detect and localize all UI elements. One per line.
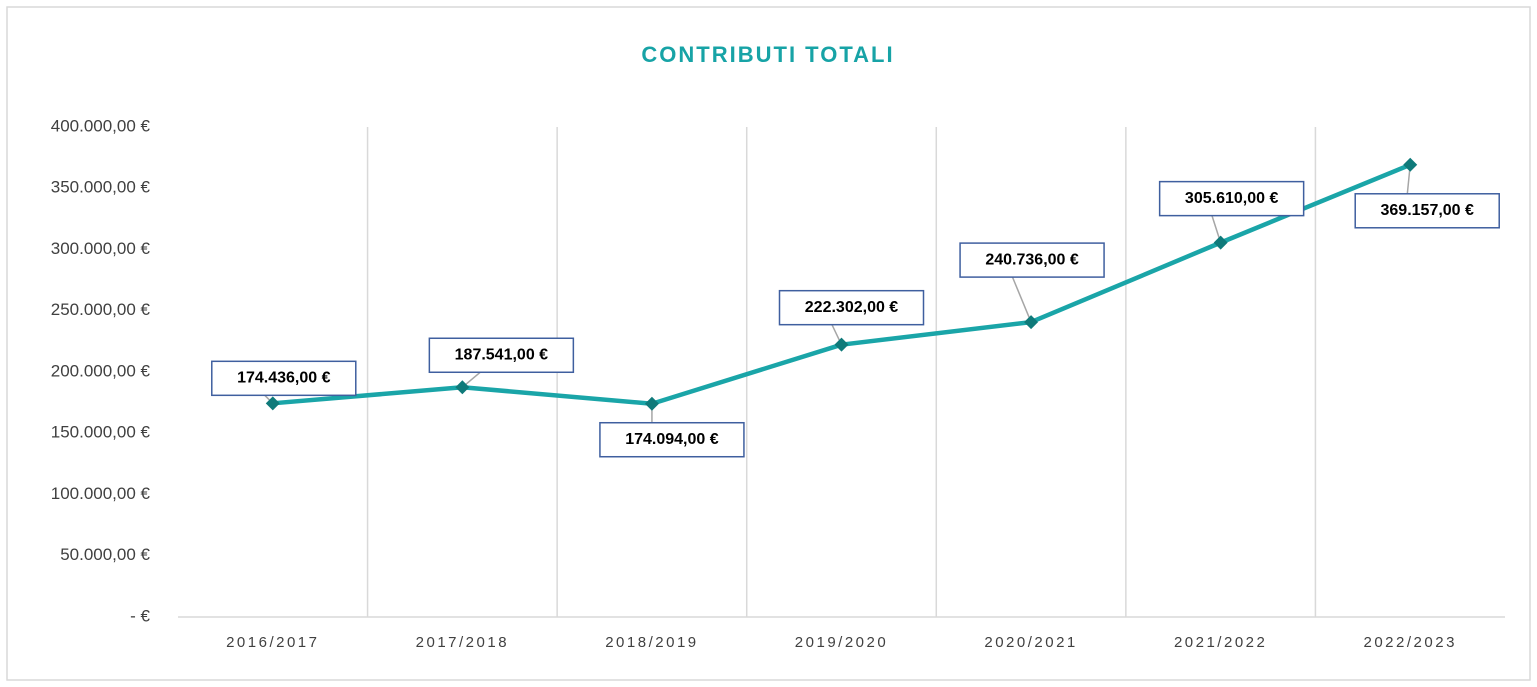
x-tick-label: 2022/2023 [1364, 634, 1457, 651]
y-tick-label: 200.000,00 € [51, 361, 151, 380]
x-tick-label: 2019/2020 [795, 634, 888, 651]
label-box [428, 337, 575, 374]
label-box [1158, 180, 1305, 217]
data-label: 305.610,00 € [1185, 190, 1279, 207]
chart-title: CONTRIBUTI TOTALI [641, 42, 894, 67]
leader-line [1011, 275, 1032, 323]
y-tick-label: 350.000,00 € [51, 178, 151, 197]
marker [265, 396, 280, 411]
x-tick-label: 2020/2021 [984, 634, 1077, 651]
marker [834, 337, 849, 352]
label-box [599, 421, 745, 458]
marker [644, 396, 659, 411]
data-label: 174.436,00 € [237, 370, 331, 387]
data-label: 187.541,00 € [455, 346, 549, 363]
y-tick-label: 50.000,00 € [60, 545, 150, 564]
y-tick-label: 300.000,00 € [51, 239, 151, 258]
chart-border [6, 6, 1531, 681]
y-tick-label: 250.000,00 € [51, 300, 151, 319]
data-label: 222.302,00 € [805, 299, 899, 316]
marker [1213, 235, 1228, 250]
marker [1403, 157, 1418, 172]
marker [1024, 315, 1039, 330]
x-tick-label: 2017/2018 [416, 634, 509, 651]
data-label: 174.094,00 € [625, 431, 719, 448]
y-tick-label: 400.000,00 € [51, 116, 151, 135]
y-tick-label: - € [130, 606, 150, 625]
data-label: 369.157,00 € [1381, 202, 1475, 219]
label-box [959, 242, 1105, 278]
x-tick-label: 2021/2022 [1174, 634, 1267, 651]
label-box [778, 289, 925, 326]
marker [455, 380, 470, 395]
label-box [1354, 193, 1500, 229]
label-box [211, 360, 357, 397]
x-tick-label: 2018/2019 [605, 634, 698, 651]
y-tick-label: 150.000,00 € [51, 423, 151, 442]
x-tick-label: 2016/2017 [226, 634, 319, 651]
y-tick-label: 100.000,00 € [51, 484, 151, 503]
data-label: 240.736,00 € [985, 251, 1079, 268]
